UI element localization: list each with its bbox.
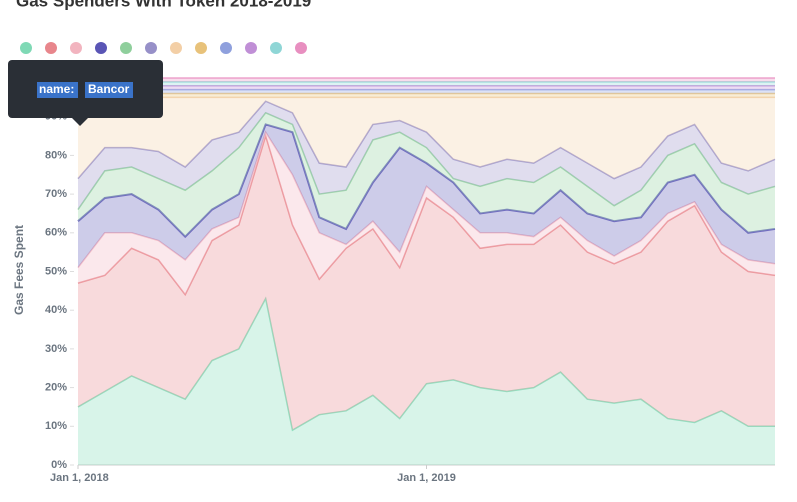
y-tick-label: 10% <box>45 420 67 432</box>
y-tick-label: 0% <box>51 459 67 471</box>
y-tick-label: 40% <box>45 304 67 316</box>
area-line <box>77 100 776 180</box>
area <box>78 85 775 90</box>
legend-dot <box>70 42 82 54</box>
x-tick-label: Jan 1, 2018 <box>50 472 109 484</box>
tooltip-arrow <box>72 118 88 126</box>
legend-dot <box>145 42 157 54</box>
legend-dot <box>270 42 282 54</box>
legend-dot <box>245 42 257 54</box>
plot-area: 0%10%20%30%40%50%60%70%80%90%Jan 1, 2018… <box>45 77 776 484</box>
legend-dot <box>45 42 57 54</box>
tooltip: name: Bancor <box>8 60 163 126</box>
area <box>78 298 775 465</box>
area <box>78 136 775 431</box>
area-line <box>77 133 776 297</box>
selection <box>37 82 78 98</box>
area <box>78 101 775 210</box>
legend-dot <box>120 42 132 54</box>
area-line <box>77 111 776 211</box>
y-axis-label: Gas Fees Spent <box>12 225 26 315</box>
tooltip-key: name: <box>39 82 74 96</box>
chart-title: Gas Spenders With Token 2018-2019 <box>16 0 311 10</box>
area <box>78 78 775 82</box>
area <box>78 97 775 179</box>
area-line <box>77 123 776 239</box>
legend-dot <box>295 42 307 54</box>
y-tick-label: 20% <box>45 382 67 394</box>
area-line <box>77 296 775 432</box>
area <box>78 81 775 86</box>
tooltip-value: Bancor <box>88 82 130 96</box>
y-tick-label: 60% <box>45 227 67 239</box>
legend-dot <box>170 42 182 54</box>
legend-dot <box>95 42 107 54</box>
area <box>78 112 775 237</box>
legend-dot <box>20 42 32 54</box>
y-tick-label: 50% <box>45 265 67 277</box>
x-tick-label: Jan 1, 2019 <box>397 472 456 484</box>
legend-dot <box>195 42 207 54</box>
y-tick-label: 70% <box>45 188 67 200</box>
area-line <box>77 130 776 269</box>
selection <box>85 82 133 98</box>
area <box>78 93 775 98</box>
y-tick-label: 30% <box>45 343 67 355</box>
area <box>78 132 775 295</box>
legend <box>20 42 307 54</box>
y-tick-label: 80% <box>45 149 67 161</box>
area <box>78 89 775 94</box>
legend-dot <box>220 42 232 54</box>
